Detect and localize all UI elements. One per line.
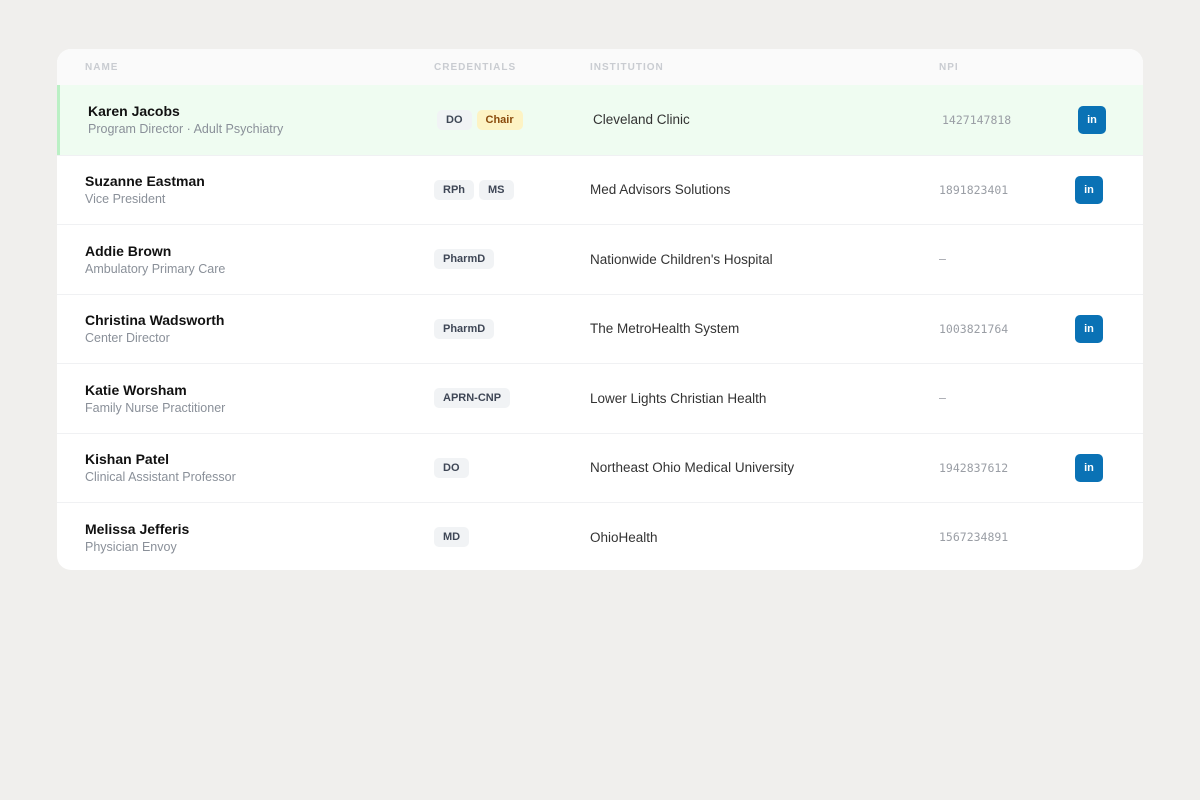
person-title: Center Director xyxy=(85,331,170,346)
credentials-cell: DO Chair xyxy=(437,85,528,155)
name-cell: Christina Wadsworth Center Director xyxy=(85,295,225,364)
person-name: Addie Brown xyxy=(85,242,172,259)
person-name: Karen Jacobs xyxy=(88,103,180,120)
name-cell: Suzanne Eastman Vice President xyxy=(85,156,205,225)
credential-badge: PharmD xyxy=(434,249,495,270)
person-title: Physician Envoy xyxy=(85,539,177,554)
institution: Lower Lights Christian Health xyxy=(590,390,767,406)
role-badge: Chair xyxy=(476,109,523,130)
institution-cell: Lower Lights Christian Health xyxy=(590,364,766,433)
name-cell: Katie Worsham Family Nurse Practitioner xyxy=(85,364,225,433)
table-row[interactable]: Suzanne Eastman Vice President RPh MS Med Ad… xyxy=(57,154,1143,225)
credential-badge: MD xyxy=(434,527,470,548)
npi: 1567234891 xyxy=(939,530,1009,545)
institution: Northeast Ohio Medical University xyxy=(590,460,795,476)
table-row[interactable]: Melissa Jefferis Physician Envoy MD OhioHea… xyxy=(57,502,1143,570)
npi: 1891823401 xyxy=(939,182,1009,197)
npi: 1003821764 xyxy=(939,321,1009,336)
name-cell: Melissa Jefferis Physician Envoy xyxy=(85,503,189,570)
linkedin-button[interactable]: in xyxy=(1075,175,1103,204)
person-name: Kishan Patel xyxy=(85,451,170,468)
table-header: NAME CREDENTIALS INSTITUTION NPI xyxy=(57,49,1143,85)
name-cell: Karen Jacobs Program Director · Adult Psy… xyxy=(88,85,283,155)
credential-badge: MS xyxy=(479,179,514,200)
column-header: NPI xyxy=(939,62,959,73)
linkedin-cell: in xyxy=(1075,295,1103,364)
credential-badge: DO xyxy=(437,109,472,130)
institution: Cleveland Clinic xyxy=(593,112,690,128)
npi-cell: 1942837612 xyxy=(939,434,1008,503)
column-header: INSTITUTION xyxy=(590,62,664,73)
name-cell: Kishan Patel Clinical Assistant Professor xyxy=(85,434,236,503)
table-row[interactable]: Christina Wadsworth Center Director PharmD… xyxy=(57,293,1143,364)
person-title: Family Nurse Practitioner xyxy=(85,400,226,415)
linkedin-button[interactable]: in xyxy=(1075,314,1103,343)
npi-cell: 1891823401 xyxy=(939,156,1008,225)
institution-cell: Med Advisors Solutions xyxy=(590,156,730,225)
institution: The MetroHealth System xyxy=(590,321,740,337)
person-name: Christina Wadsworth xyxy=(85,312,225,329)
column-header: NAME xyxy=(85,62,119,73)
person-title: Ambulatory Primary Care xyxy=(85,261,226,276)
credential-badge: PharmD xyxy=(434,318,495,339)
npi-cell: 1427147818 xyxy=(942,85,1011,155)
credentials-cell: PharmD xyxy=(434,225,499,294)
credentials-cell: PharmD xyxy=(434,295,499,364)
person-name: Katie Worsham xyxy=(85,381,187,398)
table-row[interactable]: Addie Brown Ambulatory Primary Care PharmD… xyxy=(57,224,1143,294)
credential-badge: APRN-CNP xyxy=(434,388,511,409)
npi-cell: 1003821764 xyxy=(939,295,1008,364)
person-title: Program Director · Adult Psychiatry xyxy=(88,122,284,137)
linkedin-cell: in xyxy=(1075,156,1103,225)
institution: Med Advisors Solutions xyxy=(590,182,731,198)
person-name: Melissa Jefferis xyxy=(85,520,190,537)
linkedin-cell: in xyxy=(1078,85,1106,155)
institution-cell: Northeast Ohio Medical University xyxy=(590,434,794,503)
credentials-cell: APRN-CNP xyxy=(434,364,515,433)
credential-badge: RPh xyxy=(434,179,474,200)
linkedin-cell: in xyxy=(1075,434,1103,503)
linkedin-button[interactable]: in xyxy=(1078,105,1106,134)
linkedin-button[interactable]: in xyxy=(1075,453,1103,482)
credentials-cell: MD xyxy=(434,503,474,570)
credential-badge: DO xyxy=(434,457,469,478)
table-body: Karen Jacobs Program Director · Adult Psy… xyxy=(57,85,1143,570)
npi-cell: — xyxy=(939,225,946,294)
person-title: Vice President xyxy=(85,192,166,207)
institution-cell: The MetroHealth System xyxy=(590,295,739,364)
column-header: CREDENTIALS xyxy=(434,62,517,73)
table-card: NAME CREDENTIALS INSTITUTION NPI Karen Jaco… xyxy=(57,49,1143,570)
credentials-cell: DO xyxy=(434,434,474,503)
institution-cell: OhioHealth xyxy=(590,503,658,570)
person-title: Clinical Assistant Professor xyxy=(85,470,236,485)
npi: — xyxy=(939,252,946,267)
npi: 1942837612 xyxy=(939,460,1009,475)
npi: 1427147818 xyxy=(942,112,1012,127)
institution: OhioHealth xyxy=(590,529,658,545)
table-row[interactable]: Katie Worsham Family Nurse Practitioner AP… xyxy=(57,363,1143,433)
table-row[interactable]: Kishan Patel Clinical Assistant Professor… xyxy=(57,432,1143,503)
npi-cell: — xyxy=(939,364,946,433)
npi-cell: 1567234891 xyxy=(939,503,1008,570)
institution-cell: Cleveland Clinic xyxy=(593,85,690,155)
table-row[interactable]: Karen Jacobs Program Director · Adult Psy… xyxy=(57,85,1143,155)
person-name: Suzanne Eastman xyxy=(85,173,205,190)
npi: — xyxy=(939,391,946,406)
institution: Nationwide Children's Hospital xyxy=(590,251,773,267)
institution-cell: Nationwide Children's Hospital xyxy=(590,225,773,294)
credentials-cell: RPh MS xyxy=(434,156,519,225)
name-cell: Addie Brown Ambulatory Primary Care xyxy=(85,225,225,294)
